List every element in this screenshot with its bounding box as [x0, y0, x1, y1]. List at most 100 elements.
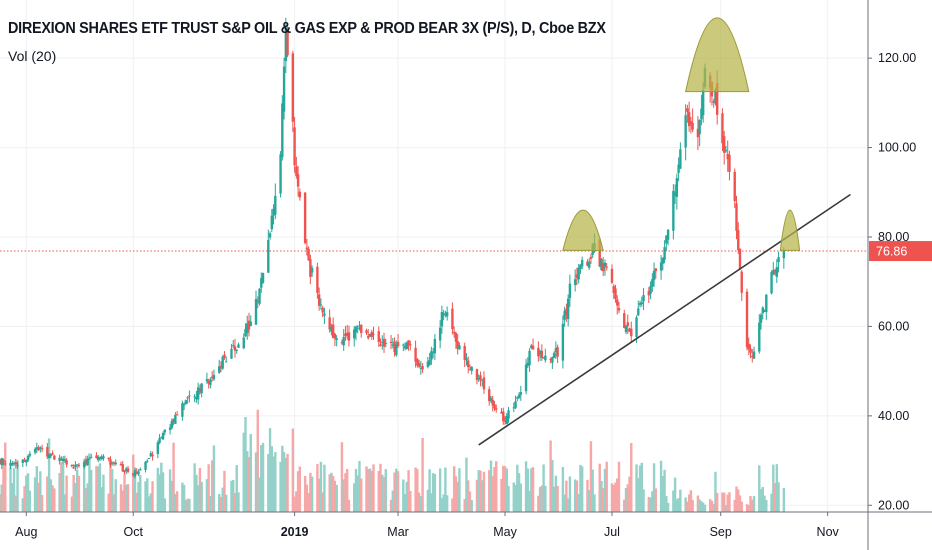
volume-bar	[260, 445, 263, 512]
candle-body	[565, 309, 568, 316]
volume-bar	[198, 467, 202, 512]
candle-body	[37, 447, 40, 451]
volume-bar	[577, 494, 580, 512]
x-tick-label: Nov	[817, 525, 840, 539]
volume-bar	[500, 478, 503, 512]
candle-body	[431, 352, 435, 354]
volume-bar	[51, 485, 54, 512]
volume-bar	[672, 490, 675, 512]
volume-bar	[635, 464, 638, 512]
candle-body	[368, 334, 372, 336]
volume-bar	[310, 476, 314, 512]
candle-body	[623, 313, 626, 328]
volume-bar	[710, 500, 714, 512]
candle-body	[219, 366, 223, 368]
volume-bar	[384, 469, 387, 512]
volume-bar	[468, 491, 472, 512]
candle-body	[102, 456, 105, 459]
volume-bar	[158, 474, 161, 512]
candle-body	[49, 454, 53, 457]
volume-bar	[135, 492, 138, 512]
volume-bar	[763, 495, 766, 512]
candle-body	[616, 299, 619, 306]
candle-body	[61, 458, 65, 462]
volume-bar	[188, 498, 191, 512]
candle-body	[111, 462, 114, 464]
volume-bar	[593, 494, 596, 512]
candle-body	[107, 457, 110, 460]
volume-bar	[598, 463, 601, 512]
candle-body	[335, 338, 338, 341]
candle-body	[195, 396, 198, 400]
candle-body	[488, 389, 491, 402]
volume-bar	[530, 468, 533, 512]
candle-body	[440, 312, 444, 327]
volume-bar	[775, 464, 779, 512]
volume-bar	[121, 490, 124, 512]
volume-bar	[4, 442, 7, 512]
candle-body	[679, 149, 682, 169]
candle-body	[765, 294, 768, 313]
candle-body	[144, 461, 147, 470]
volume-bar	[773, 483, 777, 512]
volume-bar	[659, 460, 663, 512]
volume-bar	[617, 461, 621, 512]
candle-body	[23, 460, 26, 462]
volume-bar	[123, 474, 126, 512]
candle-body	[12, 463, 16, 465]
candle-body	[452, 331, 456, 334]
volume-bar	[256, 409, 259, 512]
volume-bar	[677, 498, 680, 512]
candle-body	[260, 278, 263, 288]
candle-body	[617, 308, 621, 311]
candle-body	[549, 358, 552, 360]
y-tick-label: 80.00	[878, 230, 909, 244]
candle-body	[689, 121, 693, 125]
candle-body	[542, 357, 545, 359]
volume-bar	[132, 454, 135, 512]
candle-body	[409, 344, 412, 346]
candle-body	[151, 454, 154, 457]
candle-body	[25, 459, 28, 463]
candle-body	[237, 344, 240, 348]
volume-bar	[684, 497, 687, 512]
y-tick-label: 20.00	[878, 498, 909, 512]
candle-body	[372, 333, 375, 335]
volume-bar	[726, 494, 729, 512]
volume-bar	[330, 472, 333, 512]
volume-bar	[426, 489, 430, 512]
volume-bar	[602, 488, 605, 512]
volume-bar	[149, 493, 153, 512]
candle-body	[481, 379, 484, 381]
volume-bar	[759, 489, 763, 512]
volume-bar	[156, 467, 160, 512]
last-price-label: 76.86	[876, 245, 907, 259]
candle-body	[395, 344, 398, 356]
volume-bar	[372, 464, 375, 512]
volume-bar	[493, 467, 496, 512]
candle-body	[156, 442, 160, 454]
volume-bar	[358, 461, 361, 512]
candle-body	[773, 270, 777, 273]
volume-bar	[503, 466, 507, 512]
volume-bar	[502, 465, 505, 512]
volume-bar	[738, 495, 742, 512]
volume-bar	[477, 470, 480, 512]
volume-bar	[72, 475, 75, 512]
candle-body	[393, 341, 396, 353]
candle-body	[642, 295, 645, 302]
volume-bar	[247, 457, 251, 512]
volume-bar	[340, 442, 344, 512]
volume-bar	[282, 451, 286, 512]
candle-body	[53, 455, 56, 460]
volume-bar	[544, 485, 547, 512]
candle-body	[135, 471, 138, 474]
candle-body	[575, 274, 579, 278]
x-tick-label: Mar	[387, 525, 409, 539]
candle-body	[530, 345, 533, 348]
candle-body	[651, 279, 654, 287]
volume-bar	[451, 498, 454, 512]
volume-bar	[335, 484, 338, 512]
